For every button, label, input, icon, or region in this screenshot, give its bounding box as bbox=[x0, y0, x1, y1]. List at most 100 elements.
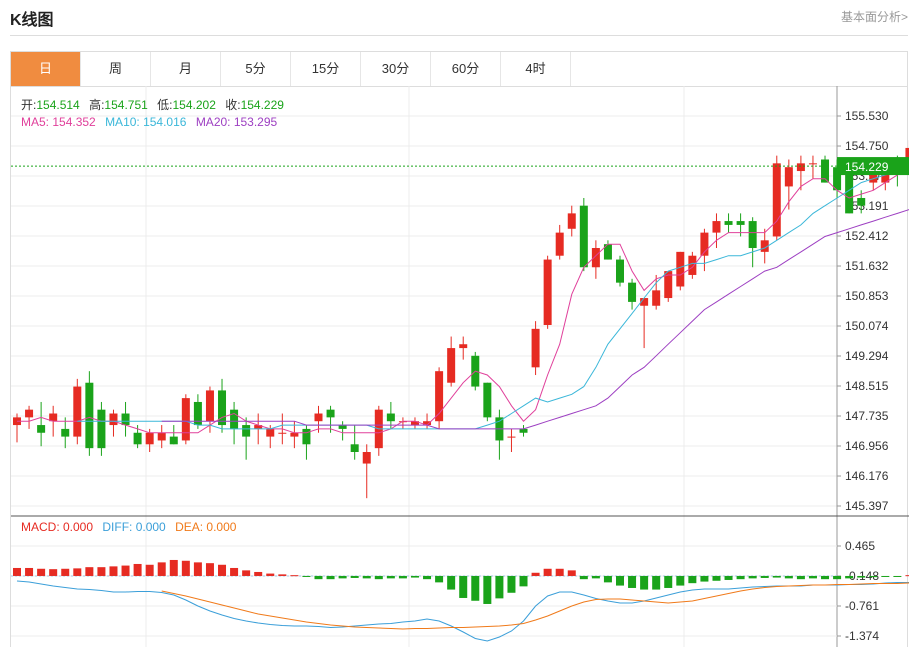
current-price-value: 154.229 bbox=[845, 160, 889, 174]
candle-body bbox=[73, 386, 82, 437]
macd-bar bbox=[410, 575, 419, 578]
macd-bar bbox=[495, 575, 504, 599]
macd-bar bbox=[567, 570, 576, 576]
tab-week[interactable]: 周 bbox=[81, 52, 151, 86]
candle-body bbox=[531, 328, 540, 368]
kline-svg[interactable]: 155.530154.750153.971153.191152.412151.6… bbox=[11, 86, 909, 647]
candle-body bbox=[736, 221, 745, 225]
y-axis-tick-label: 146.956 bbox=[845, 439, 889, 453]
high-label: 高: bbox=[89, 98, 105, 112]
macd-bar bbox=[37, 568, 46, 576]
macd-bar bbox=[398, 575, 407, 579]
macd-bar bbox=[748, 575, 757, 579]
macd-bar bbox=[157, 562, 166, 576]
dea-label: DEA: 0.000 bbox=[175, 520, 237, 534]
candle-body bbox=[567, 213, 576, 229]
candle-body bbox=[881, 171, 890, 183]
macd-bar bbox=[808, 575, 817, 579]
macd-bar bbox=[254, 571, 263, 576]
candle-body bbox=[724, 221, 733, 225]
macd-bar bbox=[25, 567, 34, 576]
tab-30min[interactable]: 30分 bbox=[361, 52, 431, 86]
macd-bar bbox=[893, 575, 902, 577]
ma5-line bbox=[17, 166, 909, 434]
macd-bar bbox=[73, 568, 82, 576]
macd-bar bbox=[278, 574, 287, 576]
ma10-line bbox=[77, 172, 909, 430]
tab-4hour[interactable]: 4时 bbox=[501, 52, 571, 86]
macd-axis-tick-label: -0.761 bbox=[845, 599, 879, 613]
macd-bar bbox=[760, 575, 769, 578]
macd-bar bbox=[181, 560, 190, 576]
macd-bar bbox=[290, 575, 299, 577]
macd-bar bbox=[688, 575, 697, 584]
ma10-label: MA10: 154.016 bbox=[105, 115, 187, 129]
candle-body bbox=[772, 163, 781, 237]
macd-bar bbox=[242, 570, 251, 576]
page-title: K线图 bbox=[10, 12, 54, 29]
macd-bar bbox=[218, 564, 227, 576]
candle-body bbox=[664, 271, 673, 299]
macd-bar bbox=[169, 559, 178, 576]
ma20-label: MA20: 153.295 bbox=[195, 115, 278, 129]
macd-bar bbox=[628, 575, 637, 588]
close-label: 收: bbox=[225, 98, 241, 112]
macd-bar bbox=[121, 565, 130, 576]
candle-body bbox=[350, 444, 359, 453]
candle-body bbox=[109, 413, 118, 426]
candle-body bbox=[712, 221, 721, 233]
macd-bar bbox=[591, 575, 600, 579]
diff-label: DIFF: 0.000 bbox=[102, 520, 166, 534]
candle-body bbox=[326, 409, 335, 418]
macd-bar bbox=[736, 575, 745, 580]
candle-body bbox=[652, 290, 661, 306]
macd-bar bbox=[374, 575, 383, 580]
macd-bar bbox=[13, 567, 21, 576]
candle-body bbox=[796, 163, 805, 172]
tab-month[interactable]: 月 bbox=[151, 52, 221, 86]
macd-label: MACD: 0.000 bbox=[21, 520, 94, 534]
macd-bar bbox=[302, 575, 311, 577]
macd-bar bbox=[869, 575, 878, 578]
tab-5min[interactable]: 5分 bbox=[221, 52, 291, 86]
high-value: 154.751 bbox=[104, 98, 148, 112]
candle-body bbox=[338, 425, 347, 429]
y-axis-tick-label: 152.412 bbox=[845, 229, 889, 243]
candle-body bbox=[857, 197, 866, 206]
macd-bar bbox=[833, 575, 842, 580]
candle-body bbox=[628, 282, 637, 302]
candle-body bbox=[314, 413, 323, 422]
y-axis-tick-label: 147.735 bbox=[845, 409, 889, 423]
fundamental-analysis-link[interactable]: 基本面分析> bbox=[840, 10, 908, 24]
dea-line bbox=[161, 582, 909, 630]
candle-body bbox=[410, 421, 419, 426]
macd-bar bbox=[603, 575, 612, 583]
candle-body bbox=[181, 398, 190, 441]
ma5-label: MA5: 154.352 bbox=[21, 115, 96, 129]
candle-body bbox=[483, 382, 492, 418]
candle-body bbox=[157, 432, 166, 441]
ma-info: MA5: 154.352 MA10: 154.016 MA20: 153.295 bbox=[21, 115, 283, 129]
candle-body bbox=[423, 421, 432, 426]
macd-bar bbox=[543, 568, 552, 576]
y-axis-tick-label: 149.294 bbox=[845, 349, 889, 363]
tab-day[interactable]: 日 bbox=[11, 52, 81, 86]
candle-body bbox=[254, 425, 263, 429]
macd-bar bbox=[109, 566, 118, 576]
candle-body bbox=[821, 159, 830, 183]
macd-bar bbox=[881, 575, 890, 577]
macd-bar bbox=[664, 575, 673, 588]
candle-body bbox=[507, 436, 516, 438]
open-value: 154.514 bbox=[36, 98, 80, 112]
candle-body bbox=[676, 251, 685, 287]
candle-body bbox=[266, 428, 275, 437]
y-axis-tick-label: 154.750 bbox=[845, 139, 889, 153]
chart-area[interactable]: 155.530 154.750 153.971 153.191 152.412 151.6… bbox=[10, 86, 909, 647]
candle-body bbox=[290, 432, 299, 437]
tab-60min[interactable]: 60分 bbox=[431, 52, 501, 86]
macd-bar bbox=[519, 575, 528, 587]
candle-body bbox=[760, 240, 769, 252]
macd-bar bbox=[640, 575, 649, 590]
tab-15min[interactable]: 15分 bbox=[291, 52, 361, 86]
macd-bar bbox=[61, 568, 70, 576]
